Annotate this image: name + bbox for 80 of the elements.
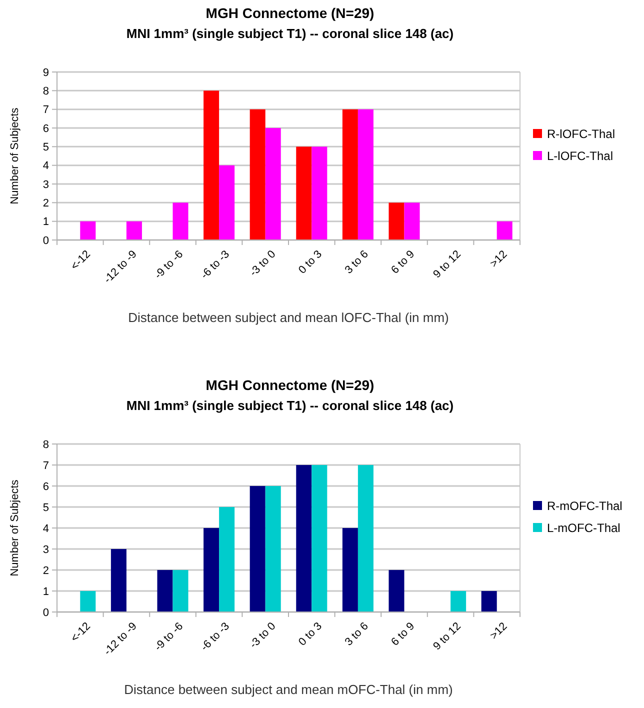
y-tick-label: 0	[42, 234, 49, 247]
y-tick-label: 9	[42, 66, 49, 79]
bar	[404, 202, 420, 240]
x-tick-label: 6 to 9	[389, 620, 418, 648]
y-tick-label: 7	[42, 104, 49, 116]
legend-label: L-mOFC-Thal	[547, 521, 620, 536]
bar	[312, 465, 328, 612]
y-tick-label: 4	[42, 522, 49, 535]
bar	[126, 221, 142, 240]
legend-label: L-lOFC-Thal	[547, 149, 614, 164]
x-tick-label: -12 to -9	[102, 620, 140, 658]
x-tick-label: 6 to 9	[389, 248, 418, 276]
chart-subtitle: MNI 1mm³ (single subject T1) -- coronal slice 148 (ac)	[126, 26, 454, 41]
y-tick-label: 7	[42, 460, 49, 472]
y-axis-title: Number of Subjects	[9, 107, 21, 204]
y-tick-label: 4	[42, 160, 49, 172]
y-tick-label: 6	[42, 122, 49, 135]
bar	[110, 549, 126, 612]
x-tick-label: >12	[488, 620, 510, 642]
bar	[450, 591, 466, 612]
x-tick-label: -9 to -6	[152, 248, 186, 282]
y-tick-label: 6	[42, 480, 49, 493]
x-tick-label: <-12	[68, 620, 93, 645]
y-tick-label: 8	[42, 86, 49, 98]
bar	[172, 570, 188, 612]
bar	[265, 128, 281, 240]
y-tick-label: 1	[42, 216, 49, 228]
bar	[342, 109, 358, 240]
bar	[219, 507, 235, 612]
y-tick-label: 2	[42, 564, 49, 577]
y-tick-label: 2	[42, 198, 49, 210]
x-tick-label: 0 to 3	[296, 248, 324, 276]
bar	[481, 591, 497, 612]
chart-title: MGH Connectome (N=29)	[206, 377, 374, 393]
legend-label: R-mOFC-Thal	[547, 499, 622, 514]
y-tick-label: 3	[42, 544, 49, 556]
bar	[250, 486, 266, 612]
bar	[388, 202, 404, 240]
x-tick-label: 0 to 3	[296, 620, 324, 648]
x-axis-title: Distance between subject and mean lOFC-Thal (in mm)	[128, 310, 449, 325]
bar	[80, 221, 96, 240]
bar	[219, 165, 235, 240]
x-tick-label: -6 to -3	[198, 248, 232, 282]
bar	[265, 486, 281, 612]
bar	[342, 528, 358, 612]
y-tick-label: 8	[42, 438, 49, 451]
x-tick-label: >12	[488, 248, 510, 270]
y-tick-label: 0	[42, 606, 49, 619]
x-tick-label: -3 to 0	[248, 248, 278, 279]
bar	[204, 528, 220, 612]
y-tick-label: 3	[42, 178, 49, 191]
bar	[172, 202, 188, 240]
x-tick-label: 3 to 6	[342, 620, 371, 648]
chart-subtitle: MNI 1mm³ (single subject T1) -- coronal slice 148 (ac)	[126, 398, 454, 413]
y-tick-label: 1	[42, 586, 49, 598]
bar	[388, 570, 404, 612]
x-tick-label: -9 to -6	[152, 620, 186, 654]
bar	[296, 465, 312, 612]
x-tick-label: 9 to 12	[431, 248, 464, 281]
x-tick-label: 3 to 6	[342, 248, 371, 276]
bar	[157, 570, 173, 612]
bar	[296, 146, 312, 240]
y-tick-label: 5	[42, 142, 49, 154]
x-tick-label: -12 to -9	[102, 248, 140, 286]
chart-title: MGH Connectome (N=29)	[206, 5, 374, 21]
y-axis-title: Number of Subjects	[9, 479, 21, 576]
bar	[358, 109, 374, 240]
x-tick-label: -6 to -3	[198, 620, 232, 654]
legend-label: R-lOFC-Thal	[547, 127, 615, 142]
x-tick-label: <-12	[68, 248, 93, 273]
bar	[358, 465, 374, 612]
x-tick-label: 9 to 12	[431, 620, 464, 653]
bar	[204, 90, 220, 240]
y-tick-label: 5	[42, 502, 49, 514]
bar	[80, 591, 96, 612]
x-tick-label: -3 to 0	[248, 620, 278, 651]
bar	[496, 221, 512, 240]
x-axis-title: Distance between subject and mean mOFC-Thal (in mm)	[124, 682, 453, 697]
bar	[250, 109, 266, 240]
bar	[312, 146, 328, 240]
